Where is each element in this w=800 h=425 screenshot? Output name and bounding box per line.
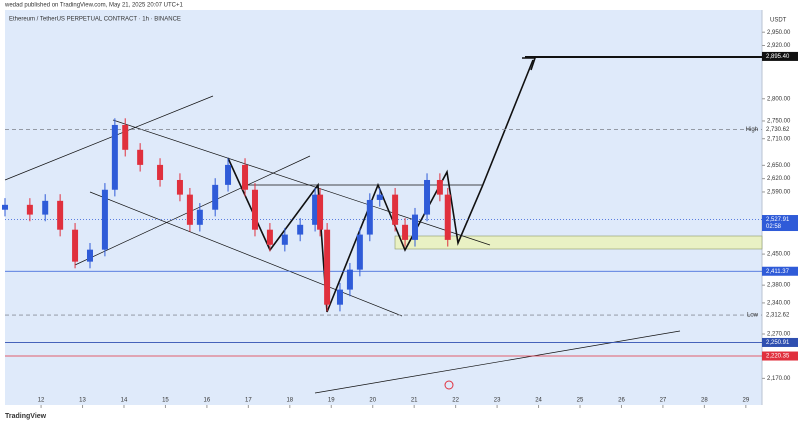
y-tick-label: 2,950.00 xyxy=(767,30,791,36)
candle-body xyxy=(225,164,232,185)
y-tick-label: 2,750.00 xyxy=(767,119,791,125)
candle-body xyxy=(176,179,183,195)
x-tick-label: 23 xyxy=(494,398,501,404)
candle-body xyxy=(366,199,373,235)
price-label: 2,411.37 xyxy=(766,269,790,275)
candle-body xyxy=(356,234,363,270)
candle-body xyxy=(444,194,451,240)
price-label-box xyxy=(762,215,798,232)
candle-body xyxy=(281,234,288,245)
x-tick-label: 13 xyxy=(79,398,86,404)
price-tag: Low xyxy=(747,313,759,319)
currency: USDT xyxy=(770,18,787,24)
candle-body xyxy=(336,289,343,305)
y-tick-label: 2,380.00 xyxy=(767,283,791,289)
candle-body xyxy=(392,194,399,225)
candle-body xyxy=(101,189,108,250)
candle-body xyxy=(324,229,331,305)
x-tick-label: 22 xyxy=(452,398,459,404)
y-tick-label: 2,340.00 xyxy=(767,300,791,306)
candle-body xyxy=(86,249,93,262)
x-tick-label: 26 xyxy=(618,398,625,404)
x-tick-label: 19 xyxy=(328,398,335,404)
candle-body xyxy=(57,200,64,230)
y-tick-label: 2,710.00 xyxy=(767,136,791,142)
candle-body xyxy=(157,164,164,180)
demand-zone xyxy=(394,235,763,250)
y-tick-label: 2,800.00 xyxy=(767,96,791,102)
candle-body xyxy=(122,124,129,150)
price-label: 2,312.62 xyxy=(766,313,790,319)
price-label: 2,250.91 xyxy=(766,340,790,346)
price-label: 2,730.62 xyxy=(766,127,790,133)
candle-body xyxy=(266,229,273,245)
x-tick-label: 12 xyxy=(38,398,45,404)
candle-body xyxy=(26,204,33,215)
x-tick-label: 21 xyxy=(411,398,418,404)
x-tick-label: 17 xyxy=(245,398,252,404)
drawings xyxy=(4,56,763,394)
trendline xyxy=(112,119,491,246)
candle-body xyxy=(72,229,79,262)
candle-body xyxy=(317,194,324,230)
candle-body xyxy=(251,189,258,230)
x-tick-label: 28 xyxy=(701,398,708,404)
candle-body xyxy=(312,194,319,225)
x-tick-label: 18 xyxy=(286,398,293,404)
price-label: 2,527.91 xyxy=(766,217,790,223)
publisher: wedad published on TradingView.com, May … xyxy=(4,3,183,9)
candle-body xyxy=(297,224,304,235)
price-label-box xyxy=(762,351,798,361)
candle-body xyxy=(111,124,118,190)
candle-body xyxy=(196,209,203,225)
projection-path xyxy=(227,59,534,313)
y-tick-label: 2,620.00 xyxy=(767,176,791,182)
y-tick-label: 2,920.00 xyxy=(767,43,791,49)
x-tick-label: 20 xyxy=(369,398,376,404)
trendline xyxy=(4,95,214,181)
y-tick-label: 2,590.00 xyxy=(767,190,791,196)
candle-body xyxy=(436,179,443,195)
chart-title: Ethereum / TetherUS PERPETUAL CONTRACT ·… xyxy=(9,17,181,23)
candle-body xyxy=(242,164,249,190)
price-tag: High xyxy=(746,127,758,133)
x-tick-label: 14 xyxy=(121,398,128,404)
x-tick-label: 25 xyxy=(577,398,584,404)
candle-body xyxy=(2,204,8,210)
price-label-box xyxy=(762,266,798,276)
price-label: 2,895.40 xyxy=(766,54,790,60)
candle-body xyxy=(412,214,419,240)
price-label: 2,220.35 xyxy=(766,354,790,360)
price-label-box xyxy=(762,51,798,61)
y-tick-label: 2,650.00 xyxy=(767,163,791,169)
candle-body xyxy=(402,224,409,240)
x-tick-label: 29 xyxy=(742,398,749,404)
x-tick-label: 15 xyxy=(162,398,169,404)
candle-body xyxy=(376,194,383,200)
plot-area xyxy=(5,10,762,405)
candle-body xyxy=(346,269,353,290)
trendline xyxy=(314,330,681,394)
countdown: 02:58 xyxy=(766,224,782,230)
x-tick-label: 27 xyxy=(660,398,667,404)
candle-body xyxy=(186,194,193,225)
y-tick-label: 2,170.00 xyxy=(767,376,791,382)
logo: TradingView xyxy=(5,413,47,420)
y-tick-label: 2,270.00 xyxy=(767,332,791,338)
candle-body xyxy=(212,184,219,210)
y-tick-label: 2,450.00 xyxy=(767,252,791,258)
x-tick-label: 24 xyxy=(535,398,542,404)
x-tick-label: 16 xyxy=(204,398,211,404)
event-icon xyxy=(444,380,454,390)
candle-body xyxy=(424,179,431,215)
price-label-box xyxy=(762,337,798,347)
candle-body xyxy=(137,149,144,165)
candle-body xyxy=(42,200,49,215)
